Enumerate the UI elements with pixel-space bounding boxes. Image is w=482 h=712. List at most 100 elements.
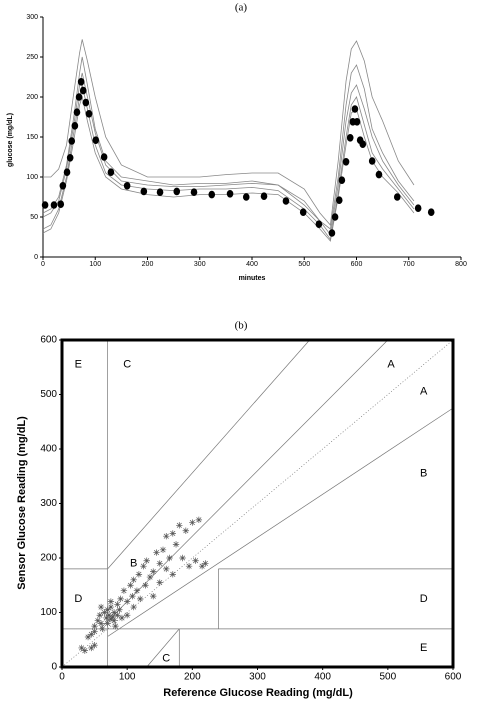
data-point xyxy=(140,562,147,570)
reference-point xyxy=(41,201,49,209)
x-tick-label: 400 xyxy=(246,261,258,268)
zone-line xyxy=(107,407,454,637)
x-tick-label: 600 xyxy=(445,672,462,683)
y-tick-label: 250 xyxy=(26,54,38,61)
zone-label: B xyxy=(130,557,137,569)
reference-point xyxy=(107,168,115,176)
y-tick-label: 100 xyxy=(26,174,38,181)
data-point xyxy=(169,571,176,578)
zone-line xyxy=(107,339,310,570)
data-point xyxy=(84,633,92,641)
data-point xyxy=(143,557,150,564)
data-point xyxy=(88,644,95,652)
reference-point xyxy=(173,187,181,196)
reference-point xyxy=(140,187,148,196)
reference-point xyxy=(208,190,216,199)
x-tick-label: 300 xyxy=(194,261,206,268)
data-point xyxy=(114,612,121,619)
x-axis-label: minutes xyxy=(239,275,266,282)
data-point xyxy=(130,576,137,583)
y-tick-label: 100 xyxy=(40,607,57,618)
data-point xyxy=(91,622,98,630)
data-point xyxy=(94,617,102,624)
data-point xyxy=(91,628,98,635)
data-point xyxy=(112,622,119,630)
data-point xyxy=(78,644,85,652)
data-point xyxy=(116,606,123,613)
x-tick-label: 200 xyxy=(184,672,201,683)
data-point xyxy=(118,614,126,622)
x-tick-label: 100 xyxy=(89,261,101,268)
reference-point xyxy=(359,140,367,148)
reference-point xyxy=(79,86,87,95)
y-tick-label: 400 xyxy=(40,444,57,455)
data-point xyxy=(156,560,163,567)
zone-line xyxy=(146,628,180,668)
data-point xyxy=(163,533,170,540)
data-point xyxy=(182,527,190,534)
zone-label: D xyxy=(420,593,428,605)
reference-point xyxy=(66,154,74,162)
reference-point xyxy=(353,118,361,126)
panel-a-title: (a) xyxy=(235,2,248,14)
data-point xyxy=(109,613,117,621)
reference-point xyxy=(335,196,343,204)
zone-label: C xyxy=(162,653,170,665)
data-point xyxy=(99,625,106,633)
reference-point xyxy=(368,157,376,165)
y-tick-label: 300 xyxy=(26,14,38,21)
reference-point xyxy=(156,188,164,196)
zone-label: C xyxy=(123,358,131,370)
x-tick-label: 500 xyxy=(298,261,310,268)
reference-point xyxy=(414,204,422,212)
data-point xyxy=(189,519,196,526)
zone-label: D xyxy=(74,593,82,605)
reference-point xyxy=(282,197,290,205)
data-point xyxy=(105,612,113,619)
reference-point xyxy=(393,193,401,201)
reference-point xyxy=(346,134,354,142)
data-point xyxy=(103,614,110,622)
data-point xyxy=(88,631,95,638)
reference-point xyxy=(73,108,81,116)
reference-point xyxy=(260,192,268,200)
plot-frame xyxy=(60,338,455,669)
data-point xyxy=(129,592,136,600)
reference-point xyxy=(190,188,198,196)
data-point xyxy=(150,568,157,575)
panel-b-title: (b) xyxy=(235,320,248,332)
data-point xyxy=(166,554,173,562)
reference-point xyxy=(68,137,76,145)
data-point xyxy=(142,582,149,589)
y-tick-label: 200 xyxy=(40,553,57,564)
data-point xyxy=(169,530,176,537)
data-point xyxy=(107,603,115,611)
data-point xyxy=(123,598,131,605)
zone-line xyxy=(99,339,389,630)
data-point xyxy=(172,541,180,548)
reference-point xyxy=(328,229,336,237)
reference-point xyxy=(85,110,93,118)
reference-point xyxy=(351,105,359,113)
zone-label: B xyxy=(420,467,427,479)
x-axis-label: Reference Glucose Reading (mg/dL) xyxy=(163,687,353,699)
reference-point xyxy=(100,153,108,161)
zone-label: E xyxy=(420,642,427,654)
y-tick-label: 200 xyxy=(26,94,38,101)
reference-point xyxy=(63,168,71,176)
data-point xyxy=(198,562,206,570)
reference-point xyxy=(375,170,383,179)
data-point xyxy=(91,642,98,649)
data-point xyxy=(179,554,186,562)
y-tick-label: 300 xyxy=(40,498,57,509)
data-point xyxy=(135,571,143,578)
y-axis-label: Sensor Glucose Reading (mg/dL) xyxy=(16,416,28,590)
reference-point xyxy=(77,78,85,86)
zone-label: A xyxy=(387,358,395,370)
data-point xyxy=(150,592,157,600)
x-tick-label: 300 xyxy=(249,672,266,683)
reference-point xyxy=(59,182,67,190)
reference-point xyxy=(123,182,131,190)
y-tick-label: 150 xyxy=(26,134,38,141)
